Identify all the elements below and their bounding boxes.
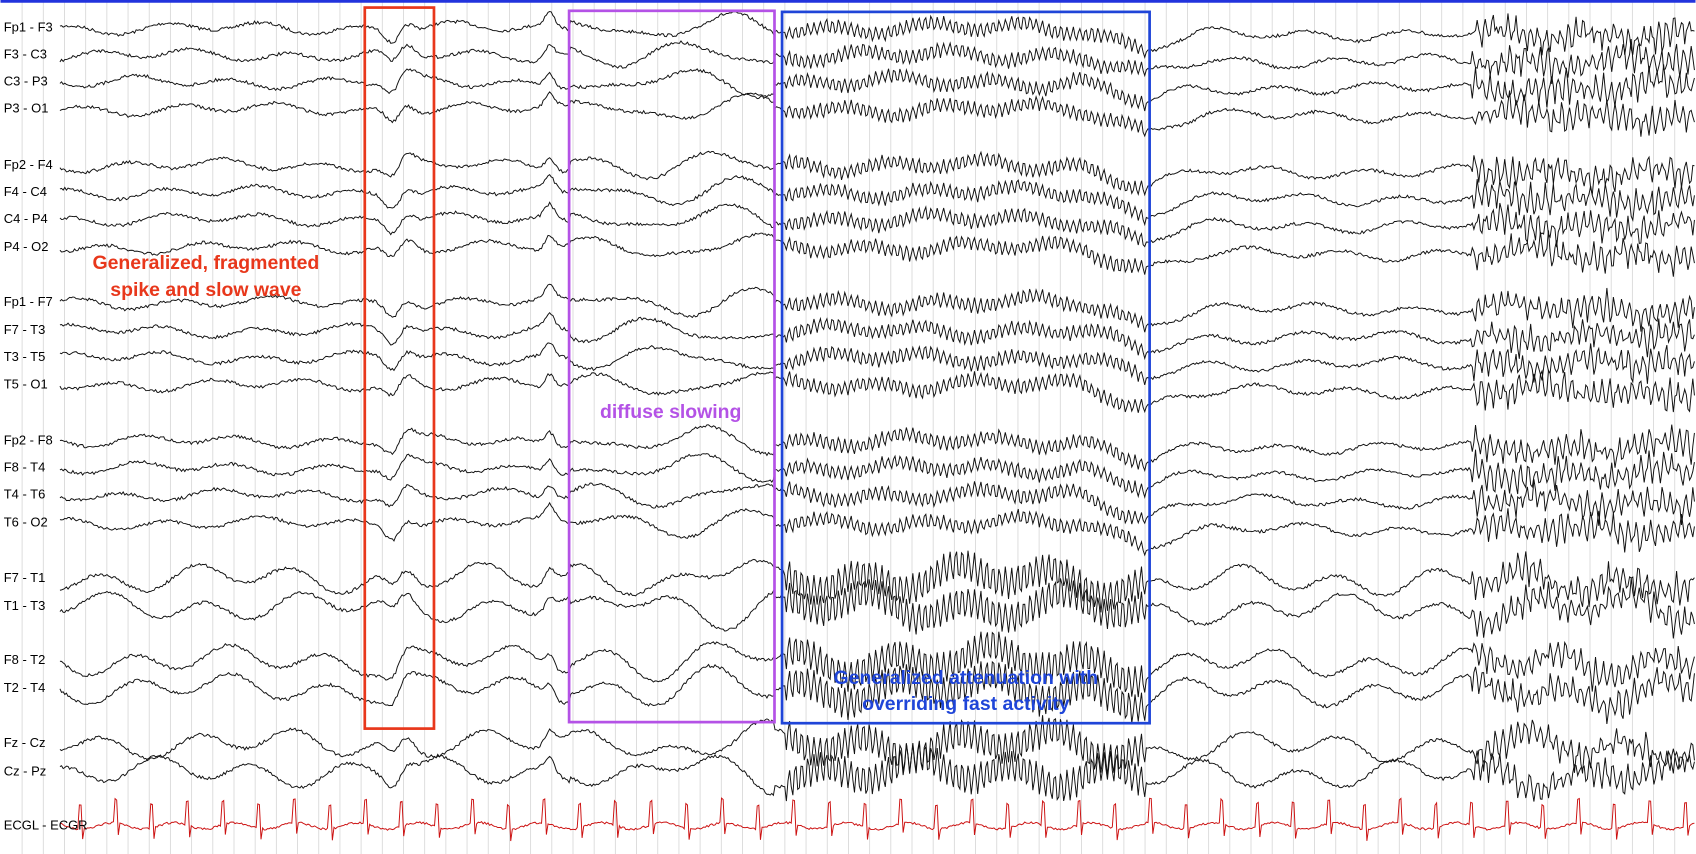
channel-label: F4 - C4 [4, 184, 47, 199]
channel-label: F8 - T4 [4, 460, 46, 475]
annotation: Generalized, fragmented [92, 252, 319, 274]
slowing-box [567, 9, 776, 724]
eeg-trace [59, 38, 1695, 85]
spike-box [363, 6, 436, 730]
channel-label: Fp1 - F7 [4, 294, 53, 309]
eeg-trace [59, 501, 1695, 557]
channel-label: F8 - T2 [4, 652, 46, 667]
eeg-trace [59, 342, 1695, 386]
attenuation-box [780, 10, 1151, 725]
channel-labels: Fp1 - F3 F3 - C3 C3 - P3 P3 - O1 Fp2 - F4 F4 … [4, 20, 88, 833]
eeg-trace [59, 578, 1695, 639]
time-grid [21, 0, 1676, 854]
channel-label: P4 - O2 [4, 239, 49, 254]
channel-label: T6 - O2 [4, 515, 48, 530]
eeg-trace [59, 715, 1695, 775]
channel-label: Fp2 - F4 [4, 157, 53, 172]
channel-label: P3 - O1 [4, 101, 49, 116]
eeg-trace [59, 449, 1695, 500]
eeg-trace [59, 201, 1695, 248]
eeg-trace [59, 740, 1695, 802]
eeg-trace [59, 150, 1695, 197]
channel-label: T3 - T5 [4, 349, 46, 364]
channel-label: C3 - P3 [4, 74, 48, 89]
eeg-trace [59, 174, 1695, 227]
channel-label: F7 - T3 [4, 322, 46, 337]
channel-label: T1 - T3 [4, 598, 46, 613]
eeg-trace [59, 550, 1695, 613]
channel-label: Cz - Pz [4, 763, 47, 778]
annotation: Generalized attenuation with [834, 667, 1099, 689]
channel-label: Fp2 - F8 [4, 432, 53, 447]
eeg-trace [59, 11, 1695, 59]
ecg-trace [59, 797, 1695, 842]
channel-label: Fp1 - F3 [4, 20, 53, 35]
annotation: spike and slow wave [110, 279, 301, 301]
eeg-trace [59, 424, 1695, 473]
channel-label: C4 - P4 [4, 211, 48, 226]
eeg-trace [59, 631, 1695, 698]
eeg-trace [59, 90, 1695, 138]
eeg-trace [59, 660, 1695, 725]
channel-label: ECGL - ECGR [4, 817, 88, 832]
eeg-trace [59, 64, 1695, 112]
channel-label: T2 - T4 [4, 680, 46, 695]
channel-label: Fz - Cz [4, 735, 46, 750]
eeg-trace [59, 479, 1695, 526]
channel-label: F7 - T1 [4, 570, 46, 585]
annotation: diffuse slowing [600, 401, 741, 423]
eeg-trace [59, 283, 1695, 333]
channel-label: T5 - O1 [4, 376, 48, 391]
channel-label: T4 - T6 [4, 487, 46, 502]
channel-label: F3 - C3 [4, 47, 47, 62]
eeg-trace [59, 230, 1695, 277]
traces [59, 11, 1695, 842]
eeg-trace [59, 368, 1695, 414]
annotation: overriding fast activity [862, 693, 1070, 715]
eeg-trace [59, 311, 1695, 361]
